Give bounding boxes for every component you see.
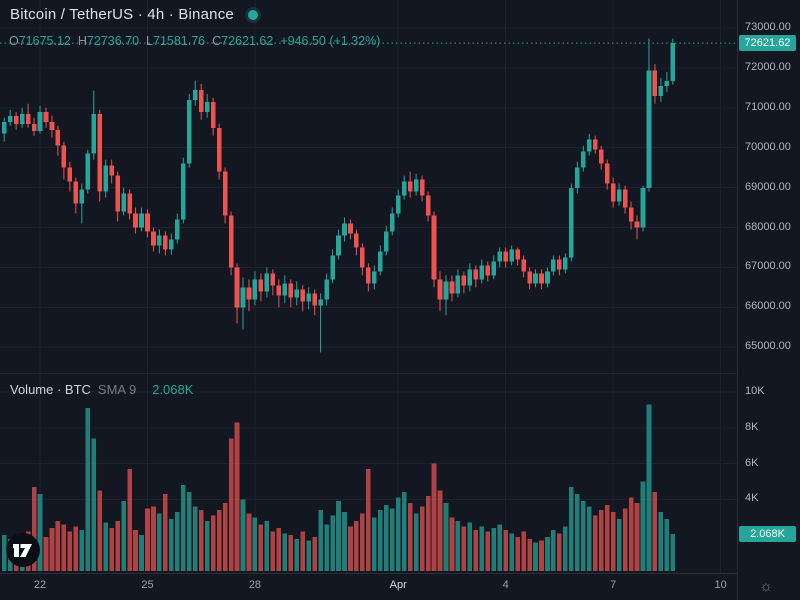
close-value: 72621.62 [221,34,274,48]
volume-tick-label: 8K [745,420,759,433]
price-tick-label: 69000.00 [745,180,791,193]
high-label: H [77,34,87,48]
time-tick-label: Apr [389,579,407,591]
status-dot-icon [247,9,258,20]
time-tick-label: 4 [502,579,509,591]
high-value: 72736.70 [86,34,140,48]
open-label: O [9,34,19,48]
time-tick-label: 7 [610,579,617,591]
volume-title: Volume · BTC [10,382,91,397]
last-price-badge: 72621.62 [739,35,796,52]
price-tick-label: 68000.00 [745,220,791,233]
time-axis[interactable]: 22 25 28 Apr 4 7 10 [0,574,737,600]
time-tick-label: 10 [714,579,727,591]
price-tick-label: 65000.00 [745,340,791,353]
last-volume-badge: 2.068K [739,525,796,542]
low-value: 71581.76 [153,34,206,48]
time-tick-label: 25 [141,579,154,591]
ohlc-row: O71675.12 H72736.70 L71581.76 C72621.62 +946… [9,34,380,48]
low-label: L [146,34,153,48]
tradingview-logo[interactable] [5,532,41,568]
price-tick-label: 73000.00 [745,21,791,33]
time-tick-label: 28 [248,579,262,591]
time-tick-label: 22 [33,579,47,591]
price-tick-label: 72000.00 [745,60,791,73]
symbol-title[interactable]: Bitcoin / TetherUS · 4h · Binance [10,6,234,23]
price-axis[interactable]: 72621.62 2.068K 73000.00 72000.00 71000.00… [738,0,800,573]
close-label: C [212,34,222,48]
volume-sma-label: SMA 9 [97,382,137,397]
volume-tick-label: 10K [745,385,765,397]
volume-tick-label: 4K [745,492,759,505]
sun-icon[interactable]: ☼ [759,578,773,595]
price-tick-label: 70000.00 [745,140,791,153]
change-value: +946.50 (+1.32%) [280,34,381,48]
volume-tick-label: 6K [745,456,759,469]
volume-value: 2.068K [152,382,194,397]
volume-legend: Volume · BTC SMA 9 2.068K [10,382,193,397]
price-tick-label: 71000.00 [745,100,791,113]
price-tick-label: 66000.00 [745,300,791,313]
price-tick-label: 67000.00 [745,260,791,273]
open-value: 71675.12 [18,34,71,48]
